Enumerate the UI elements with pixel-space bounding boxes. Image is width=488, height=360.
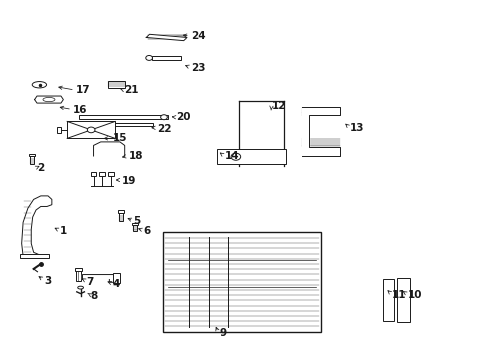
Bar (396, 278, 409, 322)
Ellipse shape (43, 98, 55, 102)
Bar (30, 156, 34, 164)
Bar (99, 171, 105, 176)
Bar (133, 225, 137, 231)
Text: 1: 1 (60, 226, 67, 236)
Bar (119, 213, 122, 221)
Text: 2: 2 (38, 163, 44, 173)
Polygon shape (93, 142, 124, 156)
Text: 8: 8 (90, 291, 97, 301)
Text: 19: 19 (122, 176, 136, 186)
Circle shape (145, 55, 152, 60)
Text: 16: 16 (73, 105, 87, 115)
Bar (112, 273, 120, 283)
Circle shape (87, 127, 95, 133)
Ellipse shape (78, 286, 83, 289)
Bar (108, 81, 124, 88)
Text: 3: 3 (44, 275, 51, 285)
Bar (76, 270, 81, 280)
Text: 24: 24 (190, 31, 205, 41)
Bar (216, 149, 285, 164)
Text: 12: 12 (272, 101, 286, 111)
Circle shape (231, 153, 240, 160)
Bar (163, 232, 321, 332)
Text: 5: 5 (133, 216, 140, 226)
Bar (108, 171, 113, 176)
Text: 21: 21 (123, 85, 138, 95)
Text: 15: 15 (112, 133, 127, 143)
Polygon shape (302, 107, 340, 156)
Text: 18: 18 (128, 151, 142, 161)
Polygon shape (21, 196, 52, 256)
Circle shape (160, 115, 167, 120)
Polygon shape (35, 96, 63, 103)
Bar (383, 279, 393, 321)
Text: 7: 7 (86, 277, 94, 287)
Text: 23: 23 (190, 63, 205, 73)
Text: 14: 14 (224, 151, 239, 161)
Text: 11: 11 (391, 290, 406, 300)
Text: 20: 20 (176, 112, 190, 122)
Text: 4: 4 (112, 279, 120, 289)
Bar (132, 223, 138, 225)
Text: 13: 13 (349, 123, 364, 133)
Bar (118, 210, 123, 213)
Polygon shape (146, 34, 186, 41)
Bar (79, 123, 153, 126)
Bar (152, 56, 181, 60)
Text: 22: 22 (157, 124, 171, 134)
Bar (57, 127, 61, 133)
Bar (29, 154, 35, 156)
Text: 6: 6 (143, 226, 151, 236)
Polygon shape (82, 275, 116, 282)
Bar (90, 171, 96, 176)
Bar (75, 268, 81, 271)
Bar (20, 254, 49, 258)
Bar (79, 115, 167, 119)
Bar (67, 121, 115, 138)
Text: 9: 9 (219, 328, 226, 338)
Text: 10: 10 (407, 290, 421, 300)
Ellipse shape (32, 82, 46, 88)
Text: 17: 17 (76, 85, 90, 95)
